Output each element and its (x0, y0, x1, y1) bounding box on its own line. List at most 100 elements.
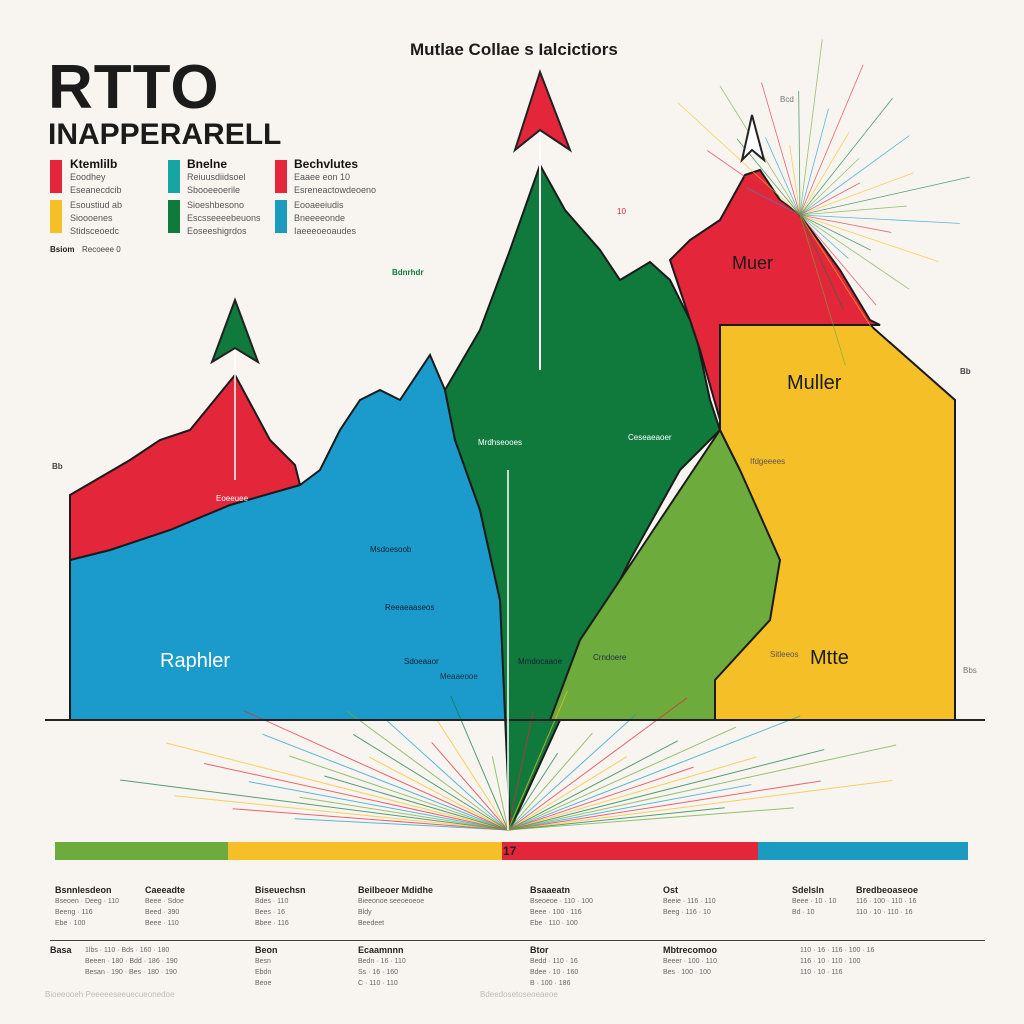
share-bar (55, 842, 968, 860)
ray-line (799, 214, 892, 233)
annotation: Bcd (780, 95, 794, 104)
ray-line (232, 808, 509, 831)
arrow-up-icon (513, 68, 573, 153)
ray-line (507, 690, 568, 831)
divider (50, 940, 985, 941)
table-header: Ecaamnnn Bedn · 16 · 110 Ss · 16 · 160 C · … (358, 945, 406, 987)
ray-line (799, 157, 860, 216)
table-header: Ost Beeie · 116 · 110 Beeg · 116 · 10 (663, 885, 716, 916)
table-header: Beilbeoer Mdidhe Bieeonoe seeoeoeoe Bldy Be… (358, 885, 434, 927)
legend-item: Bechvlutes Eaaee eon 10 Esreneactowdeoeno (294, 157, 377, 196)
legend-swatch (275, 160, 287, 193)
chart-caption: Mutlae Collae s Ialcictiors (410, 40, 618, 59)
table-header: Bsnnlesdeon Bseoen · Deeg · 110 Beeng · 11… (55, 885, 120, 927)
ray-line (294, 818, 509, 831)
ray-line (507, 715, 801, 831)
ray-line (243, 710, 509, 831)
bar-segment (228, 842, 503, 860)
legend-item: Sioeshbesono Escsseeeebeuons Eoseeshigrdos (187, 200, 261, 236)
area-region (668, 168, 881, 421)
ray-line (120, 779, 509, 831)
ray-line (799, 64, 864, 216)
footer-note: Bioeeooeh Peeeeeseeuecueonedoe (45, 990, 175, 999)
ray-line (799, 97, 893, 216)
table-header: Sdelsln Beee · 10 · 10 Bd · 10 (792, 885, 837, 916)
ray-line (507, 807, 794, 831)
ray-line (765, 137, 801, 216)
table-header: Btor Bedd · 110 · 16 Bdee · 10 · 160 B · 10… (530, 945, 579, 987)
annotation: Meaaeooe (440, 672, 478, 681)
table-header: Caeeadte Beee · Sdoe Beed · 390 Beee · 110 (145, 885, 186, 927)
annotation: 10 (617, 207, 626, 216)
arrow-up-icon (210, 297, 260, 365)
legend-item: Eooaeeiudis Bneeeeonde Iaeeeoeoaudes (294, 200, 357, 236)
region-label: Raphler (160, 650, 231, 672)
ray-line (706, 150, 801, 216)
bar-segment (757, 842, 968, 860)
legend-swatch (275, 200, 287, 233)
ray-line (799, 214, 846, 366)
annotation: Mrdhseooes (478, 438, 523, 447)
ray-line (761, 82, 801, 216)
region-label: Muer (732, 253, 774, 273)
table-header: Bsaaeatn Bseoeoe · 110 · 100 Beee · 100 · … (530, 885, 593, 927)
ray-line (353, 733, 509, 831)
annotation: Msdoesoob (370, 545, 412, 554)
legend-swatch (50, 200, 62, 233)
region-label: Muller (787, 372, 842, 394)
ray-line (799, 39, 823, 216)
ray-line (507, 749, 825, 831)
annotation: Ceseaeaoer (628, 433, 672, 442)
annotation: Sitleeos (770, 650, 799, 659)
page-title: RTTO (48, 53, 220, 122)
bar-segment (55, 842, 229, 860)
area-region (443, 162, 722, 831)
ray-line (507, 779, 893, 831)
ray-line (431, 742, 509, 831)
legend-swatch (168, 200, 180, 233)
ray-line (799, 214, 871, 251)
ray-line (507, 756, 757, 831)
table-cells: 110 · 16 · 116 · 100 · 16 116 · 10 · 110 … (800, 947, 875, 976)
ray-line (507, 740, 678, 831)
ray-line (799, 214, 892, 360)
ray-line (799, 214, 844, 310)
ray-line (289, 755, 509, 831)
ray-line (507, 766, 694, 831)
legend-item: Bnelne Reiuusdiidsoel Sbooeeoerile (187, 157, 246, 196)
annotation: Bbs (963, 666, 977, 675)
annotation: Mmdocaaoe (518, 657, 563, 666)
ray-line (677, 102, 801, 216)
ray-line (348, 686, 509, 831)
ray-line (368, 756, 509, 831)
ray-line (450, 695, 509, 831)
bar-segment (502, 842, 758, 860)
ray-line (799, 214, 910, 290)
annotation: Bdnrhdr (392, 268, 424, 277)
annotation: Reeaeaaseos (385, 603, 435, 612)
ray-line (746, 187, 801, 216)
ray-line (799, 214, 960, 224)
annotation: Crndoere (593, 653, 627, 662)
region-label: Mtte (810, 647, 849, 669)
footer-note: Bdeedosetoseoeaeoe (480, 990, 558, 999)
table-header: Bredbeoaseoe 116 · 100 · 110 · 16 110 · 10… (856, 885, 919, 916)
side-label: Bb (960, 367, 971, 376)
legend-item: Ktemlilb Eoodhey Eseanecdcib (70, 157, 122, 196)
table-header: Basa (50, 945, 72, 955)
area-region (69, 373, 302, 562)
ray-line (262, 733, 509, 831)
ray-line (435, 718, 509, 831)
ray-line (507, 714, 637, 831)
annotation: Ifdgeeees (750, 457, 786, 466)
ray-line (203, 762, 509, 831)
side-label: Bb (52, 462, 63, 471)
ray-line (799, 172, 914, 216)
table-cells: 1lbs · 110 · Bds · 160 · 180 Beeen · 180 … (85, 947, 178, 976)
area-region (714, 324, 956, 721)
ray-line (789, 144, 801, 216)
ray-line (798, 91, 801, 216)
ray-line (799, 205, 907, 216)
legend-note: Recoeee 0 (82, 245, 121, 254)
